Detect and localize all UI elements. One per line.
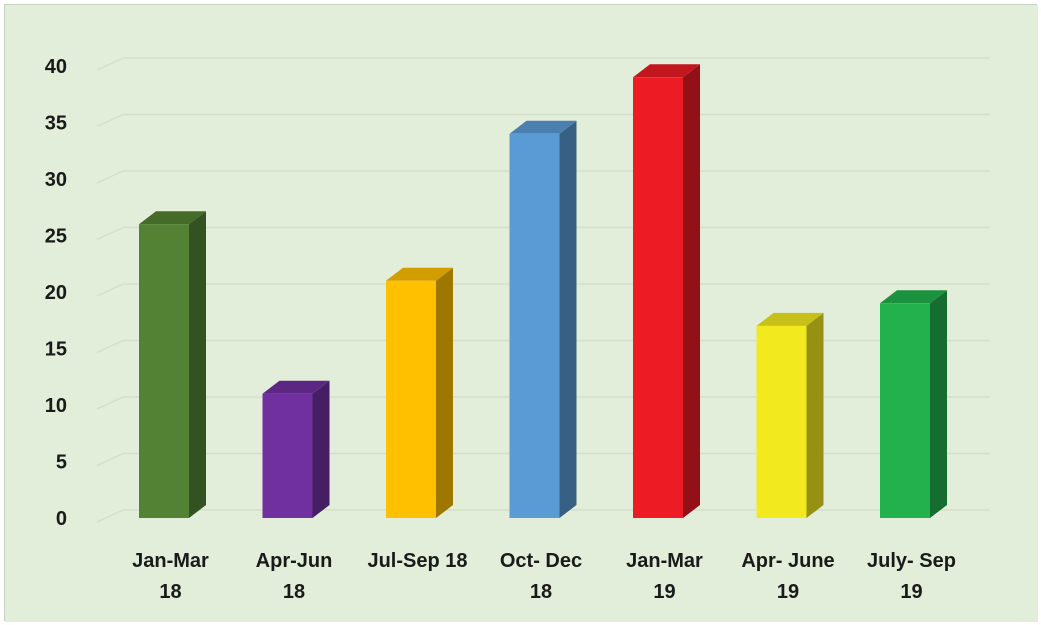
bar-front xyxy=(633,77,683,519)
gridline xyxy=(96,57,990,71)
bar-front xyxy=(880,303,930,518)
bar-side xyxy=(189,211,206,518)
bar-chart: 0 5 10 15 20 25 30 35 40 Jan-Mar 18 Apr-Jun 18 Jul-S… xyxy=(4,4,1038,622)
y-tick-label: 10 xyxy=(45,395,67,417)
y-tick-label: 0 xyxy=(56,508,67,530)
y-tick-label: 25 xyxy=(45,226,67,248)
x-category-label: Apr- June 19 xyxy=(741,550,834,603)
chart-canvas: 0 5 10 15 20 25 30 35 40 Jan-Mar 18 Apr-Jun 18 Jul-S… xyxy=(5,5,1038,622)
y-tick-label: 20 xyxy=(45,282,67,304)
gridline xyxy=(96,113,990,128)
x-axis-labels: Jan-Mar 18 Apr-Jun 18 Jul-Sep 18 Oct- Dec 18 Ja… xyxy=(132,550,956,603)
x-category-label: Oct- Dec 18 xyxy=(500,550,582,603)
x-category-label: Jul-Sep 18 xyxy=(367,550,467,572)
bar-front xyxy=(139,224,189,518)
y-tick-label: 5 xyxy=(56,452,67,474)
bar-top xyxy=(262,380,330,394)
bar xyxy=(139,211,206,518)
y-tick-label: 40 xyxy=(45,56,67,78)
bar-top xyxy=(880,290,947,304)
bar-side xyxy=(683,64,700,519)
bar-side xyxy=(559,120,577,519)
y-tick-label: 30 xyxy=(45,169,67,191)
bar-side xyxy=(312,380,330,518)
bar-side xyxy=(806,312,824,518)
y-axis-ticks: 0 5 10 15 20 25 30 35 40 xyxy=(45,56,67,530)
bar-top xyxy=(756,312,824,326)
bar-top xyxy=(139,211,206,225)
bar-front xyxy=(262,393,313,518)
x-category-label: Apr-Jun 18 xyxy=(256,550,333,603)
bar xyxy=(880,290,947,518)
bar xyxy=(262,380,330,518)
bar-top xyxy=(386,267,453,281)
bar-top xyxy=(509,120,577,134)
bar xyxy=(633,64,700,519)
bar-side xyxy=(930,290,947,518)
bar xyxy=(386,267,453,518)
bar-top xyxy=(633,64,700,78)
bar-side xyxy=(436,267,453,518)
y-tick-label: 35 xyxy=(45,113,67,135)
x-category-label: Jan-Mar 19 xyxy=(626,550,703,603)
x-category-label: Jan-Mar 18 xyxy=(132,550,209,603)
bar-front xyxy=(509,133,560,519)
bar-front xyxy=(386,280,436,518)
x-category-label: July- Sep 19 xyxy=(867,550,956,603)
bar xyxy=(509,120,577,519)
bars xyxy=(139,64,947,519)
bar-front xyxy=(756,325,807,518)
bar xyxy=(756,312,824,518)
y-tick-label: 15 xyxy=(45,339,67,361)
